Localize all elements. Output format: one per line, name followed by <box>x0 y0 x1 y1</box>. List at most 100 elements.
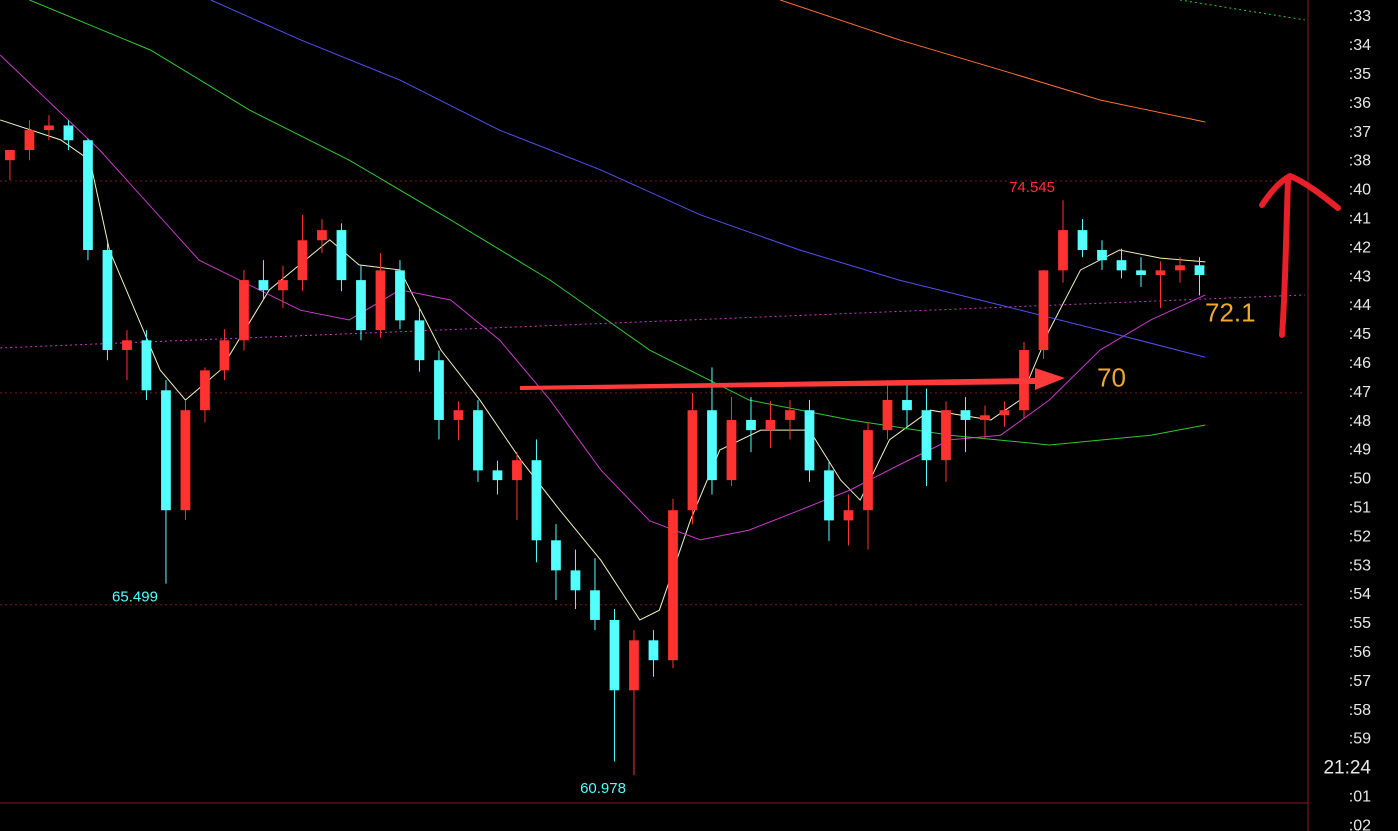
time-label: :54 <box>1349 586 1371 603</box>
candle-body <box>687 410 698 511</box>
candle-body <box>804 410 815 471</box>
time-label: :42 <box>1349 239 1371 256</box>
time-label: :44 <box>1349 297 1371 314</box>
candle-body <box>668 510 678 661</box>
candle-body <box>258 280 269 291</box>
note-label: 70 <box>1097 363 1126 393</box>
high-label: 74.545 <box>1009 179 1055 196</box>
candle-body <box>297 240 308 281</box>
time-label: :33 <box>1349 8 1371 25</box>
candle-body <box>336 230 347 281</box>
candle-body <box>453 410 464 420</box>
low-label: 60.978 <box>580 780 626 797</box>
candle-body <box>590 590 600 620</box>
time-label: :02 <box>1349 817 1371 831</box>
time-label: :52 <box>1349 528 1371 545</box>
time-label: :59 <box>1349 731 1371 748</box>
candle-body <box>902 400 912 411</box>
low-label: 65.499 <box>112 589 158 606</box>
candle-body <box>765 419 776 431</box>
candle-body <box>317 230 327 241</box>
candle-body <box>1038 270 1049 351</box>
candle-body <box>1116 260 1127 271</box>
time-label: :40 <box>1349 182 1371 199</box>
time-label: :41 <box>1349 211 1371 228</box>
candle-body <box>414 320 425 361</box>
candle-body <box>1097 250 1107 261</box>
note-label: 72.1 <box>1205 298 1256 328</box>
candle-body <box>746 419 756 431</box>
candle-body <box>180 410 191 511</box>
candle-body <box>83 140 93 251</box>
candle-body <box>24 130 35 151</box>
line-series <box>1179 0 1305 21</box>
candle-body <box>609 619 620 691</box>
candle-body <box>941 410 951 461</box>
candle-body <box>434 360 444 420</box>
time-label: :37 <box>1349 124 1371 141</box>
candle-body <box>999 410 1010 416</box>
hand-drawn-arrow <box>1259 172 1341 338</box>
candle-body <box>551 540 561 571</box>
arrow-annotation <box>520 368 1065 390</box>
candle-body <box>512 460 522 481</box>
time-label: :57 <box>1349 673 1371 690</box>
time-label: :49 <box>1349 442 1371 459</box>
candle-body <box>141 340 152 391</box>
candle-body <box>1058 230 1068 271</box>
candle-body <box>980 415 990 420</box>
time-label: :45 <box>1349 326 1371 343</box>
time-label: :58 <box>1349 702 1371 719</box>
candle-body <box>102 250 113 351</box>
candle-body <box>278 280 288 291</box>
time-label: :47 <box>1349 384 1371 401</box>
time-label: :53 <box>1349 557 1371 574</box>
candle-body <box>648 640 659 661</box>
time-label: :43 <box>1349 268 1371 285</box>
candle-body <box>570 570 581 591</box>
time-label: :01 <box>1349 789 1371 806</box>
candle-body <box>843 510 854 521</box>
line-series <box>780 0 1206 123</box>
candle-body <box>1155 270 1166 276</box>
candle-body <box>44 125 54 131</box>
time-label: :55 <box>1349 615 1371 632</box>
line-series <box>0 119 1206 621</box>
time-label: :51 <box>1349 500 1371 517</box>
candle-body <box>161 390 171 511</box>
candle-body <box>122 340 132 351</box>
candle-body <box>1077 230 1088 251</box>
candle-body <box>473 410 483 471</box>
candle-body <box>726 419 737 481</box>
candle-body <box>921 410 932 461</box>
candle-body <box>629 640 639 691</box>
time-label: 21:24 <box>1323 757 1371 778</box>
candle-body <box>200 370 210 411</box>
candle-body <box>785 410 795 420</box>
candle-body <box>356 280 366 331</box>
candle-body <box>960 410 971 420</box>
candle-body <box>219 340 230 371</box>
candle-body <box>863 430 873 511</box>
time-label: :35 <box>1349 66 1371 83</box>
time-label: :46 <box>1349 355 1371 372</box>
candle-body <box>531 460 542 541</box>
time-label: :50 <box>1349 471 1371 488</box>
candle-body <box>375 270 386 331</box>
candle-body <box>239 280 249 341</box>
candle-body <box>882 400 893 431</box>
line-series <box>29 0 1206 446</box>
candle-body <box>1194 265 1205 276</box>
time-label: :48 <box>1349 413 1371 430</box>
candle-body <box>395 270 405 321</box>
candle-body <box>824 470 834 521</box>
candle-body <box>707 410 717 481</box>
time-list: :33:34:35:36:37:38:40:41:42:43:44:45:46:… <box>1323 8 1371 831</box>
candle-body <box>1136 270 1146 276</box>
time-label: :38 <box>1349 153 1371 170</box>
candle-body <box>63 125 74 141</box>
plot: 74.545 65.499 60.978 70 72.1 <box>0 0 1305 797</box>
